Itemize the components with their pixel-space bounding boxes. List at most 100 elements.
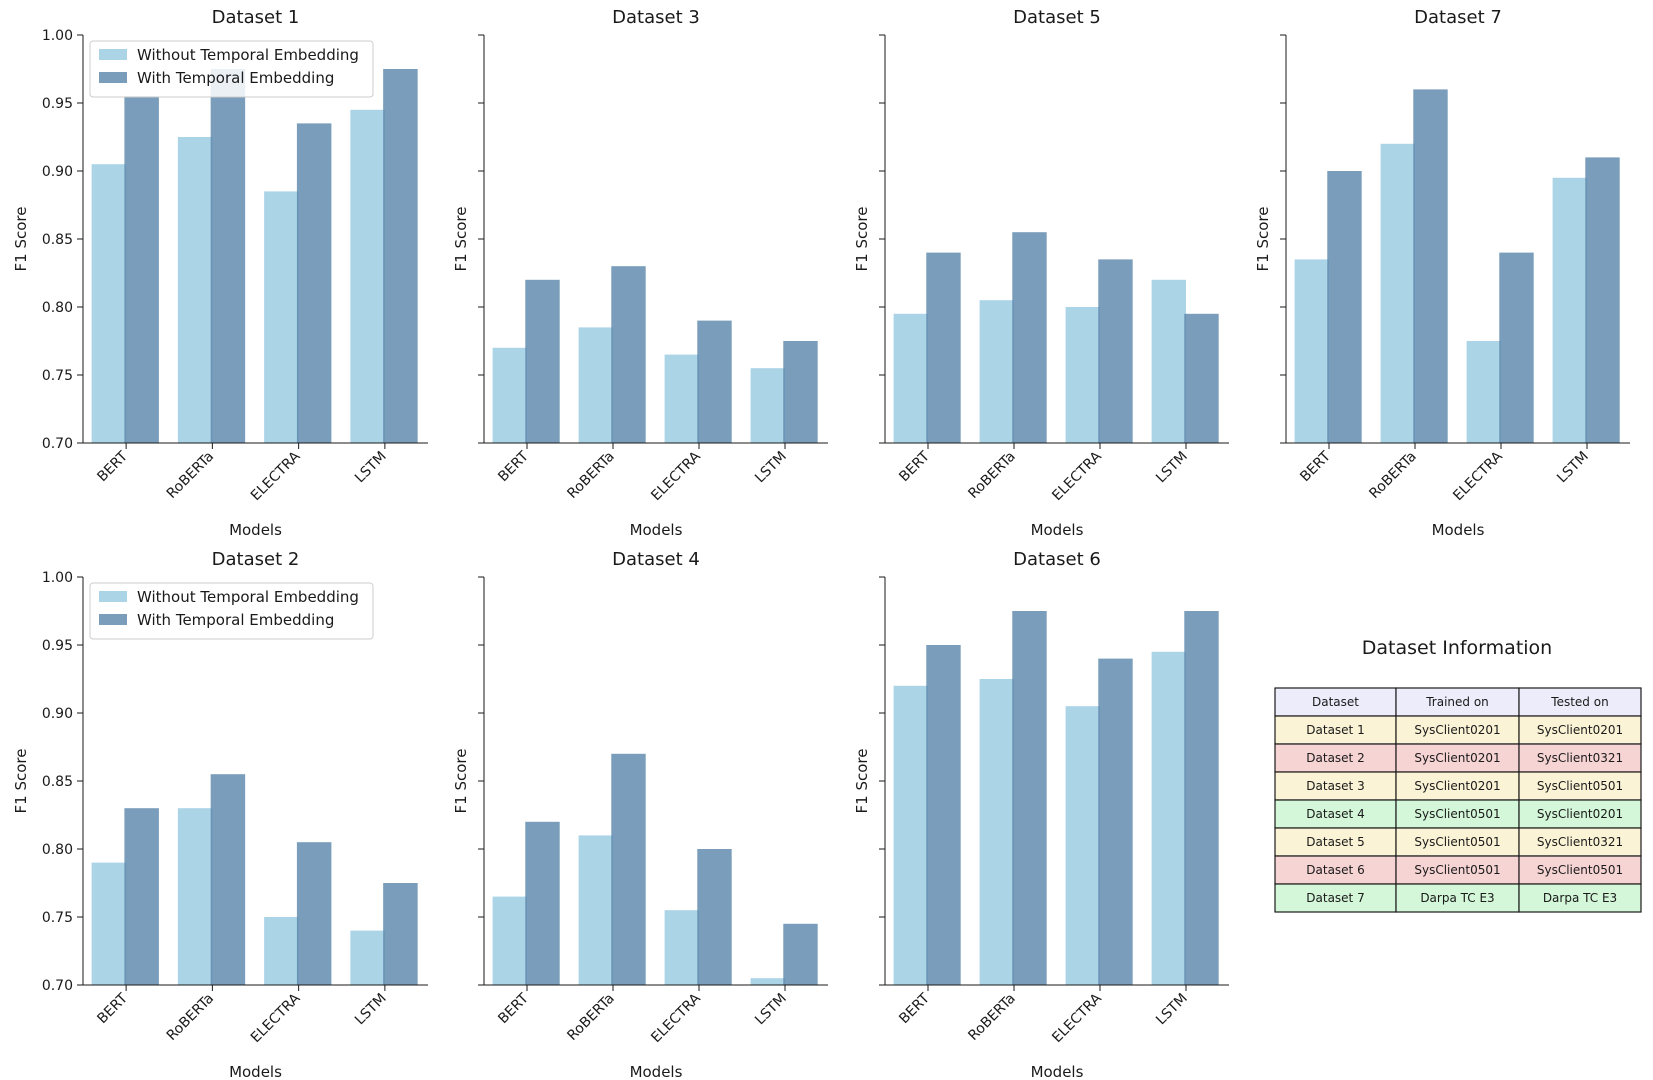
bar-without-roberta bbox=[177, 808, 213, 985]
table-cell: SysClient0201 bbox=[1414, 779, 1500, 793]
table-cell-bg bbox=[1518, 715, 1642, 745]
chart-title: Dataset 2 bbox=[212, 549, 300, 570]
y-axis-label: F1 Score bbox=[1254, 207, 1272, 272]
table-cell: Tested on bbox=[1550, 695, 1608, 709]
legend-label-without: Without Temporal Embedding bbox=[137, 588, 359, 606]
bar-with-bert bbox=[525, 279, 560, 443]
x-tick-label: ELECTRA bbox=[1049, 448, 1105, 504]
bar-without-bert bbox=[91, 164, 127, 443]
bar-without-lstm bbox=[750, 368, 785, 443]
chart-panel-3: BERT RoBERTa ELECTRA LSTM Dataset 5 Models F1 … bbox=[853, 7, 1229, 539]
table-cell-bg bbox=[1395, 715, 1520, 745]
table-cell-bg bbox=[1274, 743, 1397, 773]
x-tick-label: ELECTRA bbox=[648, 448, 704, 504]
chart-title: Dataset 1 bbox=[212, 7, 300, 28]
y-axis-label: F1 Score bbox=[452, 207, 470, 272]
chart-panel-4: BERT RoBERTa ELECTRA LSTM Dataset 7 Models F1 … bbox=[1254, 7, 1630, 539]
table-cell: Trained on bbox=[1425, 695, 1489, 709]
legend-label-with: With Temporal Embedding bbox=[137, 611, 334, 629]
bar-without-roberta bbox=[1380, 143, 1415, 444]
y-tick-label: 0.75 bbox=[42, 368, 73, 384]
bar-without-bert bbox=[492, 896, 527, 985]
x-tick-label: RoBERTa bbox=[564, 991, 617, 1044]
chart-title: Dataset 4 bbox=[612, 549, 700, 570]
x-tick-label: LSTM bbox=[752, 991, 790, 1029]
bar-with-roberta bbox=[1413, 89, 1448, 444]
table-cell-bg bbox=[1274, 883, 1397, 913]
table-cell-bg bbox=[1395, 799, 1520, 829]
table-cell-bg bbox=[1274, 771, 1397, 801]
table-cell: Dataset 7 bbox=[1306, 891, 1364, 905]
chart-title: Dataset 5 bbox=[1013, 7, 1101, 28]
legend-label-with: With Temporal Embedding bbox=[137, 69, 334, 87]
dataset-info-table: Dataset Information Dataset Trained on Test… bbox=[1274, 637, 1642, 913]
x-tick-label: RoBERTa bbox=[164, 991, 217, 1044]
x-axis-label: Models bbox=[229, 1063, 282, 1080]
table-cell: Dataset 1 bbox=[1306, 723, 1364, 737]
bar-without-electra bbox=[1466, 341, 1501, 443]
bar-without-roberta bbox=[979, 679, 1014, 985]
table-cell: Dataset 4 bbox=[1306, 807, 1364, 821]
x-tick-label: BERT bbox=[1297, 448, 1334, 485]
bar-with-electra bbox=[697, 320, 732, 443]
table-cell: SysClient0501 bbox=[1414, 835, 1500, 849]
table-cell-bg bbox=[1518, 883, 1642, 913]
bar-with-bert bbox=[926, 645, 961, 985]
table-cell-bg bbox=[1518, 771, 1642, 801]
legend-swatch-without bbox=[99, 49, 127, 60]
x-axis-label: Models bbox=[630, 1063, 683, 1080]
bar-without-bert bbox=[492, 347, 527, 443]
bar-with-roberta bbox=[611, 266, 646, 443]
table-cell: Dataset bbox=[1312, 695, 1359, 709]
x-tick-label: RoBERTa bbox=[965, 991, 1018, 1044]
bar-with-electra bbox=[697, 849, 732, 985]
table-cell: SysClient0201 bbox=[1537, 723, 1623, 737]
table-header-row: Dataset Trained on Tested on bbox=[1274, 687, 1642, 717]
bar-without-electra bbox=[664, 354, 699, 443]
bar-without-bert bbox=[91, 862, 127, 985]
y-tick-label: 0.95 bbox=[42, 96, 73, 112]
chart-title: Dataset 3 bbox=[612, 7, 700, 28]
bar-with-bert bbox=[525, 821, 560, 985]
table-row: Dataset 6 SysClient0501 SysClient0501 bbox=[1274, 855, 1642, 885]
bar-without-electra bbox=[1065, 307, 1100, 443]
table-cell: Dataset 6 bbox=[1306, 863, 1364, 877]
y-axis-label: F1 Score bbox=[853, 207, 871, 272]
table-cell: SysClient0201 bbox=[1414, 751, 1500, 765]
x-tick-label: ELECTRA bbox=[1450, 448, 1506, 504]
y-tick-label: 0.85 bbox=[42, 774, 73, 790]
y-tick-label: 0.90 bbox=[42, 706, 73, 722]
x-tick-label: ELECTRA bbox=[1049, 990, 1105, 1046]
bar-without-lstm bbox=[350, 930, 385, 985]
bar-with-electra bbox=[296, 123, 332, 444]
bar-without-electra bbox=[1065, 706, 1100, 985]
bar-without-bert bbox=[893, 685, 928, 985]
table-cell: SysClient0501 bbox=[1414, 863, 1500, 877]
bar-with-lstm bbox=[783, 341, 818, 443]
bar-without-roberta bbox=[177, 137, 213, 443]
table-cell: SysClient0321 bbox=[1537, 751, 1623, 765]
y-tick-label: 0.75 bbox=[42, 910, 73, 926]
y-tick-label: 0.70 bbox=[42, 978, 73, 994]
table-cell-bg bbox=[1518, 743, 1642, 773]
bar-with-lstm bbox=[383, 69, 418, 443]
x-axis-label: Models bbox=[1031, 1063, 1084, 1080]
bar-without-electra bbox=[264, 917, 299, 985]
table-cell-bg bbox=[1518, 687, 1642, 717]
table-cell-bg bbox=[1518, 799, 1642, 829]
table-cell: Dataset 2 bbox=[1306, 751, 1364, 765]
table-cell-bg bbox=[1395, 687, 1520, 717]
y-tick-label: 0.70 bbox=[42, 436, 73, 452]
bar-without-roberta bbox=[979, 300, 1014, 443]
x-tick-label: RoBERTa bbox=[164, 449, 217, 502]
bar-without-roberta bbox=[578, 327, 613, 443]
legend: Without Temporal Embedding With Temporal … bbox=[89, 40, 374, 98]
y-axis-label: F1 Score bbox=[452, 749, 470, 814]
y-tick-label: 0.95 bbox=[42, 638, 73, 654]
bar-with-electra bbox=[296, 842, 332, 985]
x-tick-label: LSTM bbox=[352, 991, 390, 1029]
table-row: Dataset 7 Darpa TC E3 Darpa TC E3 bbox=[1274, 883, 1642, 913]
x-tick-label: LSTM bbox=[1153, 991, 1191, 1029]
bar-with-lstm bbox=[1184, 313, 1219, 443]
